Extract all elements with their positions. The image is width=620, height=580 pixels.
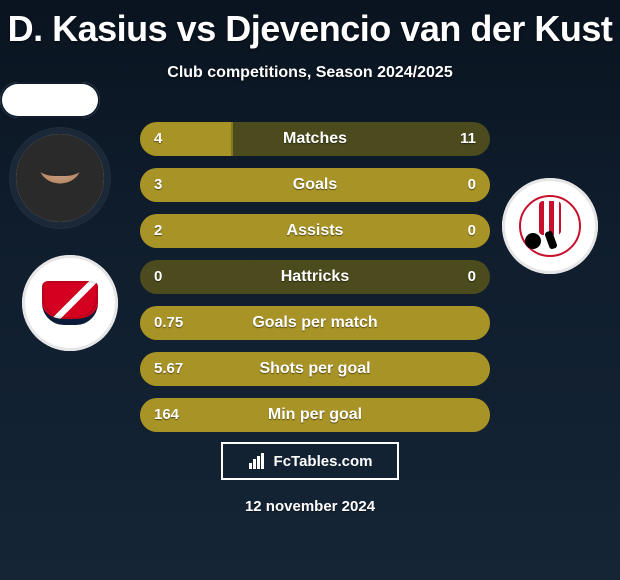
stat-label: Shots per goal — [140, 352, 490, 386]
page-title: D. Kasius vs Djevencio van der Kust — [0, 0, 620, 50]
player2-club-badge — [502, 178, 598, 274]
player1-club-badge — [22, 255, 118, 351]
stat-row: 20Assists — [140, 214, 490, 248]
watermark-text: FcTables.com — [274, 453, 373, 470]
sparta-logo-icon — [519, 195, 581, 257]
az-logo-icon — [42, 281, 98, 325]
stat-row: 411Matches — [140, 122, 490, 156]
watermark: FcTables.com — [221, 442, 399, 480]
stat-label: Matches — [140, 122, 490, 156]
bars-icon — [248, 453, 268, 469]
player1-avatar — [10, 128, 110, 228]
stat-label: Min per goal — [140, 398, 490, 432]
stat-row: 164Min per goal — [140, 398, 490, 432]
stat-label: Goals per match — [140, 306, 490, 340]
page-subtitle: Club competitions, Season 2024/2025 — [0, 64, 620, 82]
stat-label: Hattricks — [140, 260, 490, 294]
date-text: 12 november 2024 — [0, 498, 620, 515]
player1-headshot-icon — [16, 134, 104, 222]
stats-list: 411Matches 30Goals 20Assists 00Hattricks 0.7… — [140, 122, 490, 444]
stat-label: Goals — [140, 168, 490, 202]
stat-row: 5.67Shots per goal — [140, 352, 490, 386]
stat-row: 00Hattricks — [140, 260, 490, 294]
player2-avatar — [0, 82, 100, 118]
stat-row: 0.75Goals per match — [140, 306, 490, 340]
stat-row: 30Goals — [140, 168, 490, 202]
stat-label: Assists — [140, 214, 490, 248]
